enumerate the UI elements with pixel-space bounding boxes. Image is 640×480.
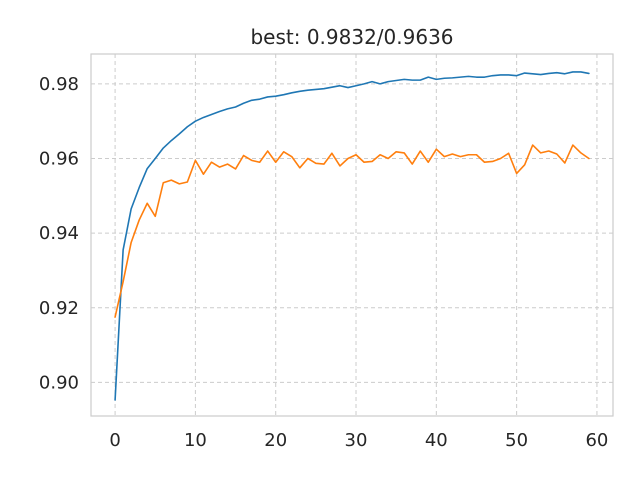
x-tick-label: 20 (264, 430, 287, 451)
y-tick-label: 0.92 (39, 298, 79, 319)
chart-title: best: 0.9832/0.9636 (250, 25, 453, 49)
x-tick-label: 10 (184, 430, 207, 451)
x-tick-label: 40 (425, 430, 448, 451)
y-tick-label: 0.98 (39, 74, 79, 95)
x-tick-label: 0 (109, 430, 120, 451)
x-tick-labels: 0 10 20 30 40 50 60 (109, 430, 608, 451)
grid-layer (91, 54, 613, 416)
series-line-2 (114, 144, 590, 318)
y-tick-labels: 0.90 0.92 0.94 0.96 0.98 (39, 74, 79, 394)
plot-frame (90, 53, 614, 417)
x-tick-label: 50 (505, 430, 528, 451)
y-tick-label: 0.96 (39, 148, 79, 169)
y-tick-label: 0.90 (39, 372, 79, 393)
y-tick-label: 0.94 (39, 223, 79, 244)
series-line-1 (114, 71, 590, 401)
x-tick-label: 30 (345, 430, 368, 451)
series-layer (114, 71, 590, 401)
x-tick-label: 60 (585, 430, 608, 451)
